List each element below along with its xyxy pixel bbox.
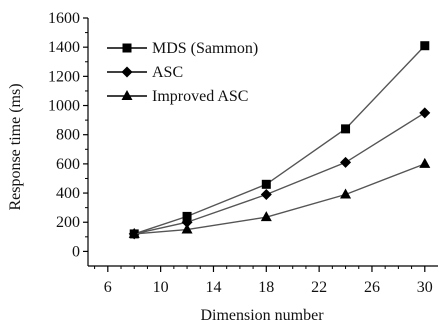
data-point [340,156,352,168]
data-point [181,216,193,228]
data-point [261,179,271,189]
x-axis-ticks: 6 10 14 18 22 26 30 [94,266,433,296]
x-tick-label: 26 [364,279,380,296]
legend-marker [122,43,132,53]
y-tick-label: 1400 [48,39,80,56]
data-point [182,211,192,221]
legend-label: MDS (Sammon) [152,40,258,57]
legend-label: Improved ASC [152,88,248,105]
legend-item: Improved ASC [107,88,248,105]
y-tick-label: 400 [56,185,80,202]
x-tick-label: 18 [258,279,274,296]
y-tick-label: 1000 [48,98,80,115]
legend: MDS (Sammon) ASC Improved ASC [107,40,258,105]
series-diamond [128,107,431,240]
x-tick-label: 14 [205,279,221,296]
y-tick-label: 800 [56,127,80,144]
series-line [134,112,426,235]
x-tick-label: 10 [153,279,169,296]
data-point [260,189,272,201]
data-point [181,223,193,234]
x-tick-label: 30 [417,279,433,296]
legend-item: MDS (Sammon) [107,40,258,57]
y-axis-label: Response time (ms) [7,83,24,210]
data-point [341,124,351,134]
series-triangle [128,157,431,238]
y-tick-label: 200 [56,214,80,231]
x-tick-label: 22 [311,279,327,296]
data-point [340,188,352,199]
y-tick-label: 1200 [48,68,80,85]
legend-item: ASC [107,64,183,81]
data-point [128,227,140,238]
data-point [419,107,431,119]
y-tick-label: 600 [56,156,80,173]
series-layer [128,41,431,240]
y-tick-label: 1600 [48,10,80,27]
data-point [260,211,272,222]
y-tick-label: 0 [72,243,80,260]
data-point [420,41,430,51]
legend-marker [121,66,133,78]
legend-marker [121,90,133,100]
x-axis-label: Dimension number [200,307,324,324]
legend-label: ASC [152,64,183,81]
x-tick-label: 6 [104,279,112,296]
y-axis-ticks: 0 200 400 600 800 1000 1200 1400 1600 [48,10,88,260]
data-point [419,157,431,168]
